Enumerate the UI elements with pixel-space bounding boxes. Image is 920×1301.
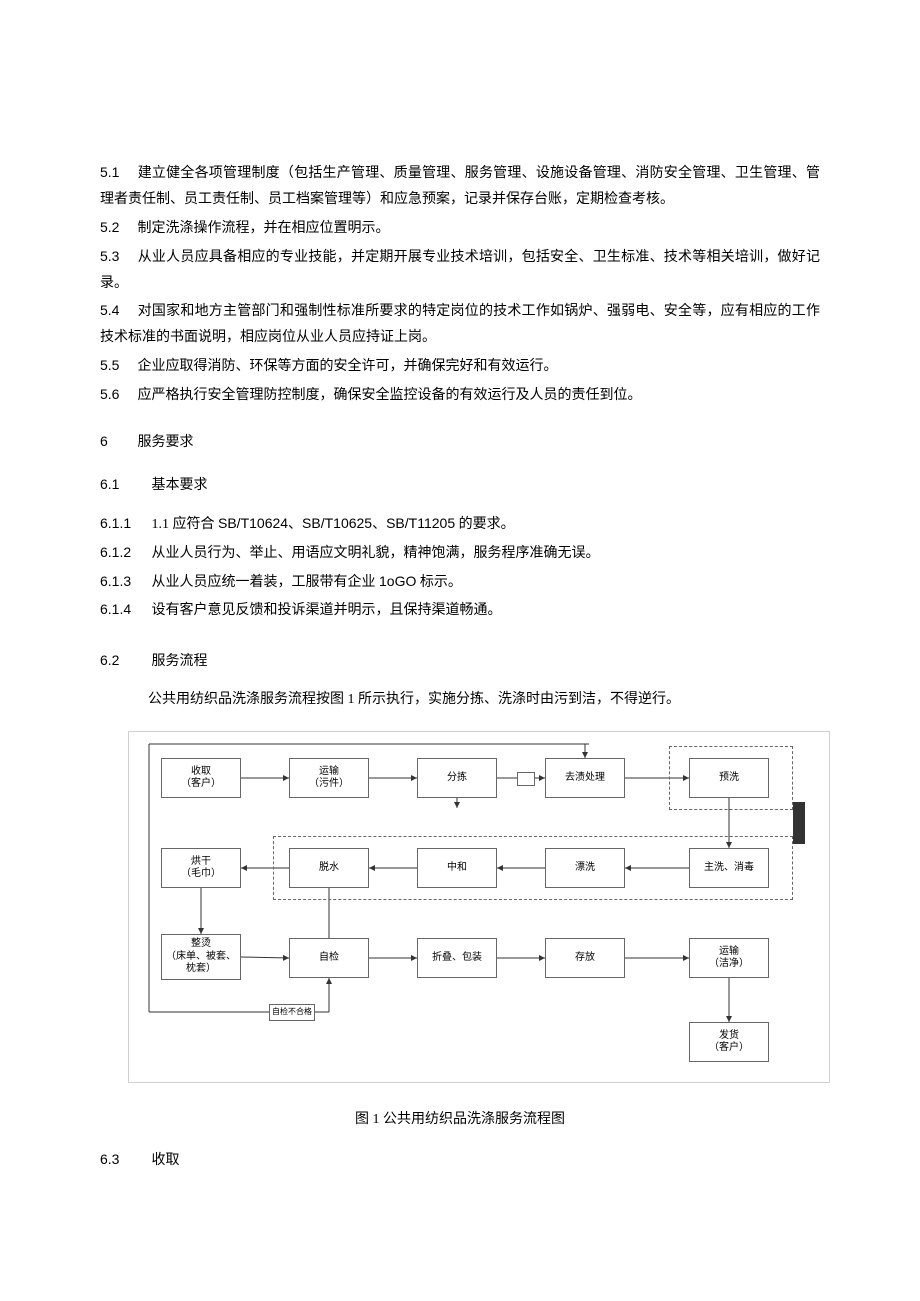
text-6-1-3-logo: 1oGO xyxy=(379,573,416,589)
num-5-5: 5.5 xyxy=(100,353,134,379)
flow-node-label: 整烫 xyxy=(164,938,238,951)
section-6-title: 6 服务要求 xyxy=(100,429,820,456)
title-6-1: 基本要求 xyxy=(152,478,208,493)
para-5-6: 5.6 应严格执行安全管理防控制度，确保安全监控设备的有效运行及人员的责任到位。 xyxy=(100,382,820,409)
para-5-4: 5.4 对国家和地方主管部门和强制性标准所要求的特定岗位的技术工作如锅炉、强弱电… xyxy=(100,298,820,351)
num-5-4: 5.4 xyxy=(100,298,134,324)
flow-node-n12: 自检 xyxy=(289,938,369,978)
num-5-1: 5.1 xyxy=(100,160,134,186)
flow-node-n10: 烘干（毛巾） xyxy=(161,848,241,888)
title-6-2: 服务流程 xyxy=(152,654,208,669)
text-6-1-1-post: 的要求。 xyxy=(455,517,515,532)
flow-node-label: 去渍处理 xyxy=(565,772,605,785)
text-5-6: 应严格执行安全管理防控制度，确保安全监控设备的有效运行及人员的责任到位。 xyxy=(138,388,642,403)
num-6: 6 xyxy=(100,429,134,455)
flow-node-n3: 分拣 xyxy=(417,758,497,798)
num-6-2: 6.2 xyxy=(100,648,148,674)
text-6-1-1-stds: SB/T10624、SB/T10625、SB/T11205 xyxy=(218,515,455,531)
text-5-1: 建立健全各项管理制度（包括生产管理、质量管理、服务管理、设施设备管理、消防安全管… xyxy=(100,166,820,207)
flowchart: 收取（客户）运输（污件）分拣去渍处理预洗主洗、消毒漂洗中和脱水烘干（毛巾）整烫（… xyxy=(128,731,830,1083)
para-6-1-2: 6.1.2 从业人员行为、举止、用语应文明礼貌，精神饱满，服务程序准确无误。 xyxy=(100,540,820,567)
para-6-1-1: 6.1.1 1.1 应符合 SB/T10624、SB/T10625、SB/T11… xyxy=(100,511,820,538)
flow-node-n9: 脱水 xyxy=(289,848,369,888)
flow-node-label: 脱水 xyxy=(319,862,339,875)
flow-node-sublabel: （客户） xyxy=(709,1042,749,1055)
num-6-1-2: 6.1.2 xyxy=(100,540,148,566)
flow-node-label: 主洗、消毒 xyxy=(704,862,754,875)
flow-node-label: 发货 xyxy=(709,1030,749,1043)
flow-node-n6: 主洗、消毒 xyxy=(689,848,769,888)
flow-node-sublabel: （洁净） xyxy=(709,958,749,971)
flow-node-n15: 运输（洁净） xyxy=(689,938,769,978)
flow-node-n1: 收取（客户） xyxy=(161,758,241,798)
flowchart-container: 收取（客户）运输（污件）分拣去渍处理预洗主洗、消毒漂洗中和脱水烘干（毛巾）整烫（… xyxy=(128,731,828,1083)
para-6-1-3: 6.1.3 从业人员应统一着装，工服带有企业 1oGO 标示。 xyxy=(100,569,820,596)
para-5-5: 5.5 企业应取得消防、环保等方面的安全许可，并确保完好和有效运行。 xyxy=(100,353,820,380)
flow-node-sublabel: （毛巾） xyxy=(181,868,221,881)
flow-node-label: 收取 xyxy=(181,766,221,779)
para-5-1: 5.1 建立健全各项管理制度（包括生产管理、质量管理、服务管理、设施设备管理、消… xyxy=(100,160,820,213)
flow-node-n8: 中和 xyxy=(417,848,497,888)
text-6-1-2: 从业人员行为、举止、用语应文明礼貌，精神饱满，服务程序准确无误。 xyxy=(152,546,600,561)
flow-fail-label: 自检不合格 xyxy=(269,1004,315,1021)
num-6-1-4: 6.1.4 xyxy=(100,597,148,623)
flow-node-n7: 漂洗 xyxy=(545,848,625,888)
flow-node-sublabel: （客户） xyxy=(181,778,221,791)
flow-intro: 公共用纺织品洗涤服务流程按图 1 所示执行，实施分拣、洗涤时由污到洁，不得逆行。 xyxy=(100,687,820,713)
flow-inline-badge-box xyxy=(517,772,535,786)
flow-node-label: 漂洗 xyxy=(575,862,595,875)
flow-node-label: 分拣 xyxy=(447,772,467,785)
title-6: 服务要求 xyxy=(138,435,194,450)
flowchart-caption: 图 1 公共用纺织品洗涤服务流程图 xyxy=(100,1107,820,1133)
section-6-1-title: 6.1 基本要求 xyxy=(100,472,820,499)
section-6-2-title: 6.2 服务流程 xyxy=(100,648,820,675)
flow-node-n14: 存放 xyxy=(545,938,625,978)
text-5-3: 从业人员应具备相应的专业技能，并定期开展专业技术培训，包括安全、卫生标准、技术等… xyxy=(100,250,820,291)
flow-node-label: 中和 xyxy=(447,862,467,875)
flow-node-sublabel: （污件） xyxy=(309,778,349,791)
flow-node-label: 烘干 xyxy=(181,856,221,869)
flow-node-label: 存放 xyxy=(575,952,595,965)
flow-node-sublabel: （床单、被套、枕套） xyxy=(164,951,238,976)
num-5-2: 5.2 xyxy=(100,215,134,241)
flow-node-label: 预洗 xyxy=(719,772,739,785)
title-6-3: 收取 xyxy=(152,1153,180,1168)
flow-node-label: 折叠、包装 xyxy=(432,952,482,965)
text-5-5: 企业应取得消防、环保等方面的安全许可，并确保完好和有效运行。 xyxy=(138,359,558,374)
flow-node-n11: 整烫（床单、被套、枕套） xyxy=(161,934,241,980)
num-6-3: 6.3 xyxy=(100,1147,148,1173)
flow-side-badge xyxy=(793,802,805,844)
flow-node-n4: 去渍处理 xyxy=(545,758,625,798)
flow-node-n5: 预洗 xyxy=(689,758,769,798)
flow-node-label: 运输 xyxy=(709,946,749,959)
text-6-1-4: 设有客户意见反馈和投诉渠道并明示，且保持渠道畅通。 xyxy=(152,603,502,618)
para-5-2: 5.2 制定洗涤操作流程，并在相应位置明示。 xyxy=(100,215,820,242)
section-6-3-title: 6.3 收取 xyxy=(100,1147,820,1174)
text-6-1-3-post: 标示。 xyxy=(416,575,462,590)
text-5-2: 制定洗涤操作流程，并在相应位置明示。 xyxy=(138,221,390,236)
text-6-1-1-pre: 1.1 应符合 xyxy=(152,517,219,532)
num-6-1: 6.1 xyxy=(100,472,148,498)
document-page: 5.1 建立健全各项管理制度（包括生产管理、质量管理、服务管理、设施设备管理、消… xyxy=(0,0,920,1301)
flow-node-n2: 运输（污件） xyxy=(289,758,369,798)
text-5-4: 对国家和地方主管部门和强制性标准所要求的特定岗位的技术工作如锅炉、强弱电、安全等… xyxy=(100,304,820,345)
flow-node-label: 运输 xyxy=(309,766,349,779)
num-6-1-3: 6.1.3 xyxy=(100,569,148,595)
num-5-3: 5.3 xyxy=(100,244,134,270)
flow-node-n16: 发货（客户） xyxy=(689,1022,769,1062)
para-6-1-4: 6.1.4 设有客户意见反馈和投诉渠道并明示，且保持渠道畅通。 xyxy=(100,597,820,624)
text-6-1-3-pre: 从业人员应统一着装，工服带有企业 xyxy=(152,575,380,590)
flow-node-label: 自检 xyxy=(319,952,339,965)
para-5-3: 5.3 从业人员应具备相应的专业技能，并定期开展专业技术培训，包括安全、卫生标准… xyxy=(100,244,820,297)
num-5-6: 5.6 xyxy=(100,382,134,408)
flow-node-n13: 折叠、包装 xyxy=(417,938,497,978)
num-6-1-1: 6.1.1 xyxy=(100,511,148,537)
